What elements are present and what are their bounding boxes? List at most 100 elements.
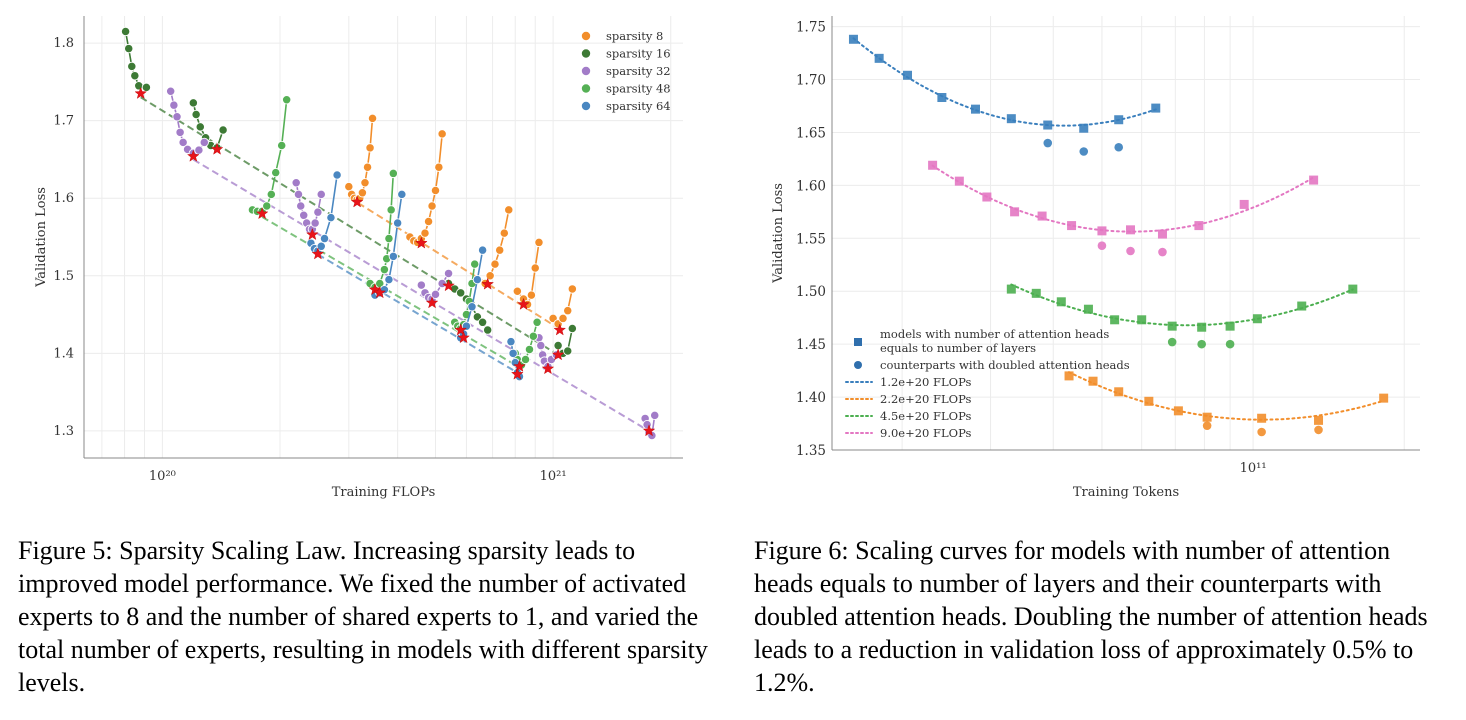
series-4-5e-20-FLOPs: [1006, 283, 1358, 349]
square-point: [1257, 413, 1267, 423]
optimum-star: [425, 296, 439, 309]
optimum-star: [187, 149, 200, 162]
fit-curve: [1010, 283, 1354, 327]
square-point: [1110, 315, 1120, 325]
data-point: [316, 241, 326, 251]
square-point: [1173, 406, 1183, 416]
legend: sparsity 8 sparsity 16 sparsity 32 sparsity…: [581, 29, 671, 113]
data-point: [423, 216, 434, 227]
y-tick-label: 1.3: [53, 424, 74, 439]
data-point: [271, 167, 281, 178]
square-point: [1297, 301, 1307, 311]
square-point: [1137, 315, 1147, 325]
data-point: [195, 122, 205, 132]
optimum-star: [306, 228, 319, 240]
legend-label: 9.0e+20 FLOPs: [880, 426, 971, 440]
fit-line-sparsity-16: [140, 96, 559, 356]
legend-label: sparsity 32: [606, 64, 671, 78]
data-point: [520, 354, 531, 365]
y-axis-label: Validation Loss: [34, 187, 49, 288]
y-tick-label: 1.6: [53, 191, 74, 206]
optimum-star: [513, 359, 526, 372]
y-axis-label: Validation Loss: [771, 183, 786, 284]
data-point: [141, 82, 152, 92]
circle-point: [1167, 337, 1177, 347]
series-sparsity-8: [344, 113, 577, 329]
data-point: [416, 280, 426, 290]
square-point: [1056, 297, 1066, 307]
series-2-2e-20-FLOPs: [1064, 371, 1389, 437]
data-point: [384, 274, 394, 285]
data-point: [536, 340, 546, 351]
square-point: [1252, 314, 1262, 324]
optimum-star: [457, 331, 470, 344]
series-sparsity-32: [166, 86, 660, 441]
circle-point: [1097, 241, 1107, 251]
y-tick-label: 1.65: [796, 125, 826, 141]
data-point: [477, 245, 488, 255]
data-point: [199, 137, 209, 148]
optimum-star: [311, 247, 325, 260]
data-point: [563, 306, 573, 316]
data-point: [532, 317, 542, 327]
legend-label: sparsity 8: [606, 29, 663, 43]
legend-label: 2.2e+20 FLOPs: [880, 392, 971, 406]
figure-5-caption: Figure 5: Sparsity Scaling Law. Increasi…: [18, 536, 708, 697]
data-point: [357, 188, 368, 198]
square-point: [1144, 396, 1154, 406]
square-point: [1167, 321, 1177, 331]
optimum-star: [553, 323, 567, 336]
legend-marker: [581, 84, 591, 93]
square-point: [1225, 321, 1235, 331]
optimum-star: [415, 236, 428, 249]
fit-line-sparsity-48: [261, 216, 520, 369]
legend-label: counterparts with doubled attention head…: [880, 358, 1130, 372]
square-point: [937, 93, 947, 103]
optimum-star: [511, 367, 524, 380]
y-tick-label: 1.70: [796, 73, 826, 89]
data-point: [388, 168, 398, 179]
data-point: [443, 268, 454, 279]
optimum-star: [541, 362, 555, 375]
square-point: [1157, 229, 1167, 239]
legend-label: models with number of attention heads: [880, 327, 1109, 341]
square-point: [1114, 387, 1124, 397]
data-point: [188, 98, 198, 108]
y-tick-label: 1.55: [796, 231, 826, 247]
legend-square-marker: [854, 338, 862, 346]
data-point: [420, 228, 430, 238]
optimum-star: [210, 142, 224, 155]
fit-curve: [852, 37, 1157, 127]
data-point: [567, 323, 577, 334]
square-point: [928, 160, 938, 170]
data-point: [266, 189, 276, 200]
data-point: [365, 143, 375, 153]
square-point: [1379, 393, 1389, 403]
data-point: [316, 189, 326, 200]
fit-line-sparsity-8: [348, 196, 564, 332]
legend: models with number of attention headsequ…: [845, 327, 1130, 440]
legend-label: sparsity 64: [606, 99, 671, 113]
circle-point: [1126, 246, 1135, 256]
data-point: [191, 109, 201, 120]
data-point: [218, 125, 228, 135]
square-point: [1037, 211, 1047, 221]
legend-label: 4.5e+20 FLOPs: [880, 409, 971, 423]
square-point: [874, 53, 884, 63]
legend-marker: [581, 49, 591, 58]
series-9-0e-20-FLOPs: [928, 160, 1319, 257]
square-point: [1348, 284, 1358, 294]
data-point: [344, 181, 354, 192]
optimum-star: [551, 348, 565, 361]
data-point: [388, 251, 398, 262]
square-point: [1006, 114, 1016, 124]
square-point: [1043, 120, 1053, 130]
square-point: [1309, 175, 1319, 185]
data-point: [392, 218, 403, 228]
data-point: [456, 288, 466, 298]
legend-marker: [581, 66, 591, 76]
data-point: [490, 259, 500, 269]
data-point: [367, 113, 378, 124]
data-point: [508, 348, 518, 358]
square-point: [954, 176, 964, 186]
